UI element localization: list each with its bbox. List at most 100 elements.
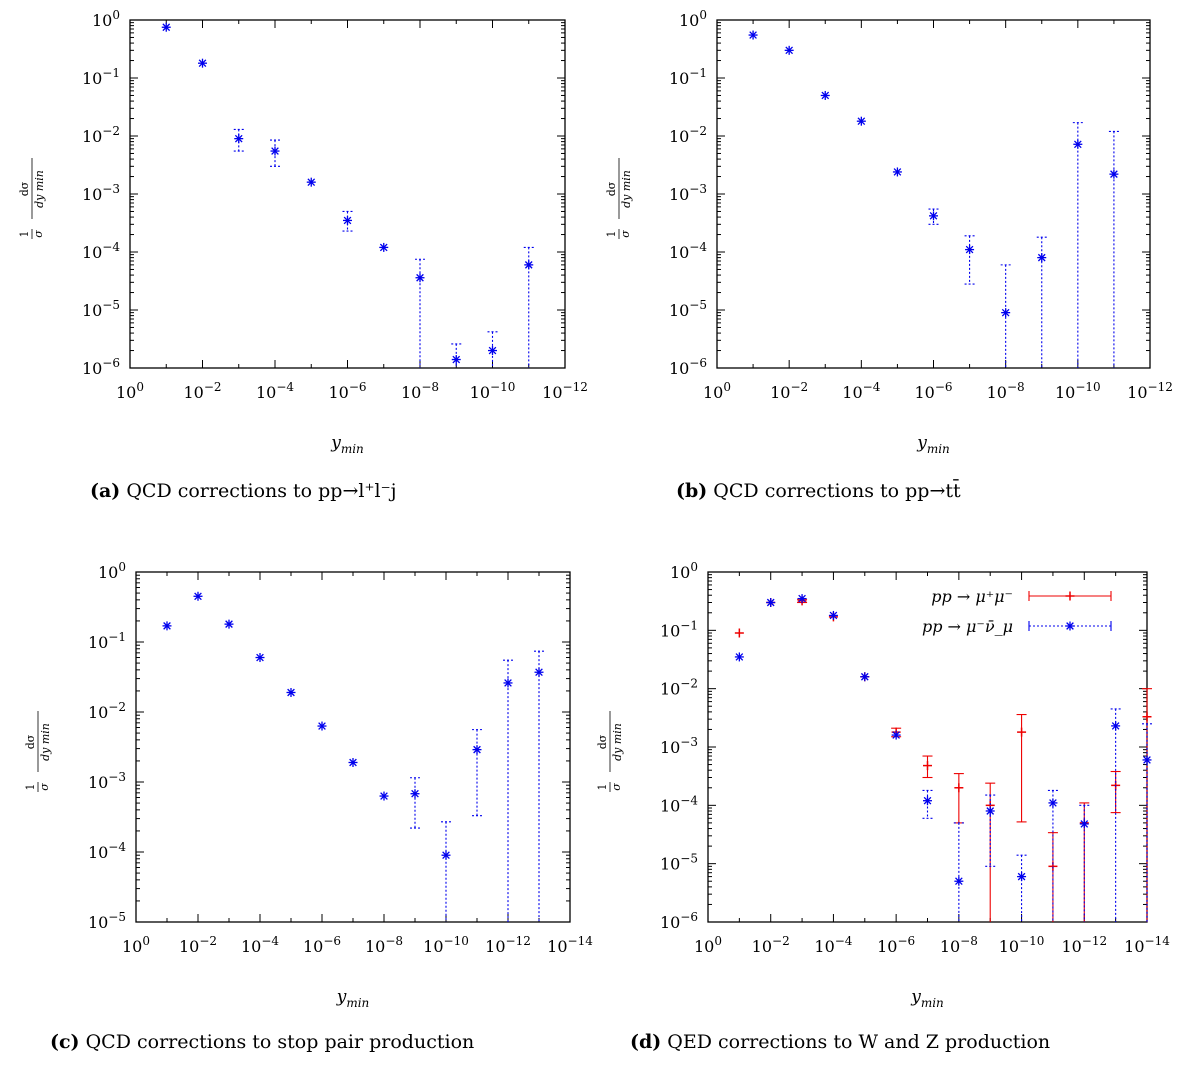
y-tick-label: 10−3: [88, 770, 126, 792]
data-point: [954, 876, 964, 886]
svg-text:σ: σ: [32, 230, 45, 238]
x-tick-label: 10−4: [256, 380, 294, 402]
data-point: [451, 355, 461, 365]
x-tick-label: 100: [694, 934, 722, 956]
x-tick-label: 10−4: [842, 380, 880, 402]
data-point: [748, 30, 758, 40]
x-tick-label: 10−2: [770, 380, 808, 402]
x-tick-label: 10−14: [547, 934, 593, 956]
x-tick-label: 10−8: [940, 934, 978, 956]
x-axis-label: ymin: [910, 987, 944, 1010]
svg-text:dy min: dy min: [33, 170, 46, 208]
legend-label: pp → μ⁻ν̄_μ: [922, 617, 1013, 636]
y-tick-label: 100: [670, 560, 698, 582]
y-tick-label: 10−1: [82, 66, 120, 88]
caption-tag: (c): [50, 1031, 80, 1053]
caption-tag: (b): [676, 480, 707, 502]
x-tick-label: 10−12: [1061, 934, 1107, 956]
x-tick-label: 10−12: [485, 934, 531, 956]
error-bar: [1079, 804, 1090, 922]
data-point: [856, 116, 866, 126]
y-axis-label: 1 σ dσ dy min: [605, 158, 633, 239]
y-tick-label: 10−3: [82, 182, 120, 204]
x-tick-label: 10−8: [401, 380, 439, 402]
data-point: [1073, 139, 1083, 149]
plot-frame: [716, 19, 1151, 369]
data-point: [503, 678, 513, 688]
x-tick-label: 10−2: [179, 934, 217, 956]
caption-text: QED corrections to W and Z production: [661, 1031, 1050, 1053]
y-tick-label: 10−4: [88, 840, 126, 862]
data-point: [379, 242, 389, 252]
plot-frame: [129, 19, 566, 369]
error-bar: [472, 729, 482, 817]
panel-d: 100 10−2 10−4 10−6 10−8 10−10 10−12 10−1410010−…: [596, 560, 1170, 1053]
svg-text:1: 1: [18, 231, 31, 238]
y-tick-label: 10−4: [82, 240, 120, 262]
data-point: [860, 672, 870, 682]
error-bar: [953, 822, 964, 922]
data-point: [472, 745, 482, 755]
error-bar: [1072, 122, 1083, 368]
x-tick-label: 10−2: [183, 380, 221, 402]
error-bar: [534, 650, 544, 922]
svg-text:dy min: dy min: [620, 170, 633, 208]
data-point: [198, 58, 207, 68]
x-tick-label: 10−6: [328, 380, 366, 402]
svg-text:1: 1: [596, 784, 609, 791]
data-point: [234, 134, 244, 144]
panel-caption: (d) QED corrections to W and Z productio…: [630, 1031, 1050, 1053]
data-point: [524, 260, 534, 270]
data-point: [286, 687, 296, 697]
panel-caption: (c) QCD corrections to stop pair product…: [50, 1031, 474, 1053]
legend: pp → μ⁺μ⁻ pp → μ⁻ν̄_μ: [922, 587, 1112, 636]
data-point: [1001, 308, 1011, 318]
panel-caption: (a) QCD corrections to pp→l⁺l⁻j: [90, 480, 397, 502]
data-point: [923, 796, 932, 806]
data-point: [1017, 727, 1027, 737]
caption-text: QCD corrections to pp→l⁺l⁻j: [120, 480, 396, 502]
data-point: [415, 273, 425, 283]
panel-b: 100 10−2 10−4 10−6 10−8 10−10 10−12 100 10−1 10−2…: [605, 8, 1173, 502]
error-bar: [985, 794, 996, 867]
x-tick-label: 10−10: [999, 934, 1045, 956]
data-point: [797, 594, 807, 604]
data-point: [161, 22, 171, 32]
y-axis-label: 1 σ dσ dy min: [24, 711, 52, 792]
y-tick-label: 10−5: [82, 298, 120, 320]
y-tick-label: 10−6: [82, 356, 120, 378]
error-bar: [1000, 264, 1011, 368]
x-tick-label: 10−10: [470, 380, 516, 402]
data-point: [534, 667, 544, 677]
y-tick-label: 10−3: [660, 735, 698, 757]
x-tick-label: 10−2: [752, 934, 790, 956]
data-point: [1079, 819, 1089, 829]
data-point: [985, 806, 995, 816]
svg-text:dy min: dy min: [611, 723, 624, 761]
data-point: [441, 850, 451, 860]
x-tick-label: 10−10: [423, 934, 469, 956]
x-tick-label: 10−6: [914, 380, 952, 402]
data-point: [1037, 253, 1047, 263]
x-tick-label: 10−8: [365, 934, 403, 956]
data-point: [410, 789, 420, 799]
error-bar: [1047, 789, 1058, 922]
y-tick-label: 100: [98, 560, 126, 582]
y-tick-label: 100: [679, 8, 707, 30]
data-point: [766, 598, 776, 608]
data-point: [379, 791, 389, 801]
data-point: [1109, 169, 1119, 179]
y-tick-label: 10−1: [660, 618, 698, 640]
legend-marker: [1065, 621, 1075, 631]
error-bar: [487, 331, 498, 368]
plot-frame: [135, 571, 571, 923]
y-tick-label: 10−6: [669, 356, 707, 378]
data-point: [891, 730, 901, 740]
data-point: [343, 215, 352, 225]
data-point: [306, 177, 316, 187]
y-tick-label: 10−2: [88, 700, 126, 722]
caption-text: QCD corrections to stop pair production: [80, 1031, 475, 1053]
svg-text:dσ: dσ: [18, 181, 31, 196]
x-tick-label: 10−14: [1124, 934, 1170, 956]
